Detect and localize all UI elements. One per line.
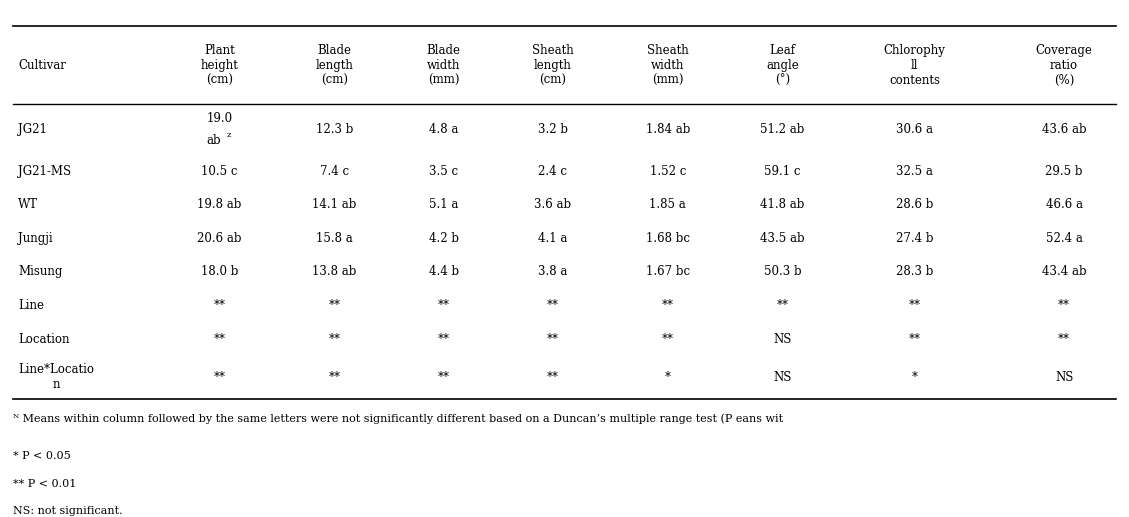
Text: NS: NS — [773, 332, 791, 345]
Text: **: ** — [438, 332, 449, 345]
Text: 19.0: 19.0 — [207, 112, 233, 125]
Text: **: ** — [438, 371, 449, 384]
Text: 3.5 c: 3.5 c — [429, 164, 458, 178]
Text: **: ** — [662, 299, 674, 312]
Text: NS: NS — [1054, 371, 1074, 384]
Text: 2.4 c: 2.4 c — [539, 164, 567, 178]
Text: JG21-MS: JG21-MS — [18, 164, 71, 178]
Text: **: ** — [1058, 299, 1070, 312]
Text: ab: ab — [207, 134, 221, 147]
Text: 5.1 a: 5.1 a — [429, 198, 458, 211]
Text: 4.4 b: 4.4 b — [429, 265, 458, 279]
Text: NS: not significant.: NS: not significant. — [12, 506, 122, 516]
Text: *: * — [912, 371, 918, 384]
Text: WT: WT — [18, 198, 38, 211]
Text: **: ** — [213, 371, 226, 384]
Text: **: ** — [546, 332, 559, 345]
Text: 12.3 b: 12.3 b — [316, 123, 353, 136]
Text: 41.8 ab: 41.8 ab — [761, 198, 805, 211]
Text: 29.5 b: 29.5 b — [1045, 164, 1083, 178]
Text: 3.2 b: 3.2 b — [537, 123, 568, 136]
Text: 30.6 a: 30.6 a — [896, 123, 934, 136]
Text: 18.0 b: 18.0 b — [201, 265, 238, 279]
Text: **: ** — [546, 299, 559, 312]
Text: **: ** — [213, 299, 226, 312]
Text: 1.67 bc: 1.67 bc — [646, 265, 690, 279]
Text: 50.3 b: 50.3 b — [764, 265, 802, 279]
Text: **: ** — [329, 371, 341, 384]
Text: NS: NS — [773, 371, 791, 384]
Text: 28.3 b: 28.3 b — [896, 265, 934, 279]
Text: **: ** — [213, 332, 226, 345]
Text: Misung: Misung — [18, 265, 62, 279]
Text: ᴺ Means within column followed by the same letters were not significantly differ: ᴺ Means within column followed by the sa… — [12, 414, 782, 424]
Text: 32.5 a: 32.5 a — [896, 164, 934, 178]
Text: Leaf
angle
(°): Leaf angle (°) — [767, 44, 799, 87]
Text: 15.8 a: 15.8 a — [316, 232, 352, 245]
Text: 51.2 ab: 51.2 ab — [761, 123, 805, 136]
Text: **: ** — [438, 299, 449, 312]
Text: **: ** — [909, 299, 921, 312]
Text: Blade
width
(mm): Blade width (mm) — [427, 44, 461, 87]
Text: Chlorophy
ll
contents: Chlorophy ll contents — [884, 44, 946, 87]
Text: **: ** — [546, 371, 559, 384]
Text: z: z — [226, 131, 230, 139]
Text: ** P < 0.01: ** P < 0.01 — [12, 479, 76, 489]
Text: Line*Locatio
n: Line*Locatio n — [18, 363, 95, 391]
Text: 4.8 a: 4.8 a — [429, 123, 458, 136]
Text: **: ** — [909, 332, 921, 345]
Text: **: ** — [329, 299, 341, 312]
Text: 10.5 c: 10.5 c — [201, 164, 238, 178]
Text: Line: Line — [18, 299, 44, 312]
Text: 20.6 ab: 20.6 ab — [198, 232, 242, 245]
Text: 3.8 a: 3.8 a — [539, 265, 568, 279]
Text: Plant
height
(cm): Plant height (cm) — [201, 44, 238, 87]
Text: 1.85 a: 1.85 a — [649, 198, 686, 211]
Text: **: ** — [329, 332, 341, 345]
Text: Sheath
length
(cm): Sheath length (cm) — [532, 44, 574, 87]
Text: 1.68 bc: 1.68 bc — [646, 232, 690, 245]
Text: Sheath
width
(mm): Sheath width (mm) — [647, 44, 689, 87]
Text: 1.84 ab: 1.84 ab — [646, 123, 690, 136]
Text: Coverage
ratio
(%): Coverage ratio (%) — [1035, 44, 1093, 87]
Text: 14.1 ab: 14.1 ab — [313, 198, 357, 211]
Text: 43.6 ab: 43.6 ab — [1042, 123, 1086, 136]
Text: **: ** — [777, 299, 789, 312]
Text: 3.6 ab: 3.6 ab — [534, 198, 571, 211]
Text: 19.8 ab: 19.8 ab — [198, 198, 242, 211]
Text: 27.4 b: 27.4 b — [896, 232, 934, 245]
Text: 52.4 a: 52.4 a — [1045, 232, 1083, 245]
Text: 28.6 b: 28.6 b — [896, 198, 934, 211]
Text: *: * — [665, 371, 671, 384]
Text: 7.4 c: 7.4 c — [320, 164, 349, 178]
Text: Blade
length
(cm): Blade length (cm) — [315, 44, 353, 87]
Text: 46.6 a: 46.6 a — [1045, 198, 1083, 211]
Text: 43.4 ab: 43.4 ab — [1042, 265, 1086, 279]
Text: 43.5 ab: 43.5 ab — [760, 232, 805, 245]
Text: **: ** — [1058, 332, 1070, 345]
Text: **: ** — [662, 332, 674, 345]
Text: Location: Location — [18, 332, 70, 345]
Text: 1.52 c: 1.52 c — [649, 164, 686, 178]
Text: 59.1 c: 59.1 c — [764, 164, 800, 178]
Text: Jungji: Jungji — [18, 232, 53, 245]
Text: 4.2 b: 4.2 b — [429, 232, 458, 245]
Text: 13.8 ab: 13.8 ab — [313, 265, 357, 279]
Text: JG21: JG21 — [18, 123, 47, 136]
Text: Cultivar: Cultivar — [18, 59, 67, 72]
Text: 4.1 a: 4.1 a — [539, 232, 568, 245]
Text: * P < 0.05: * P < 0.05 — [12, 451, 70, 461]
